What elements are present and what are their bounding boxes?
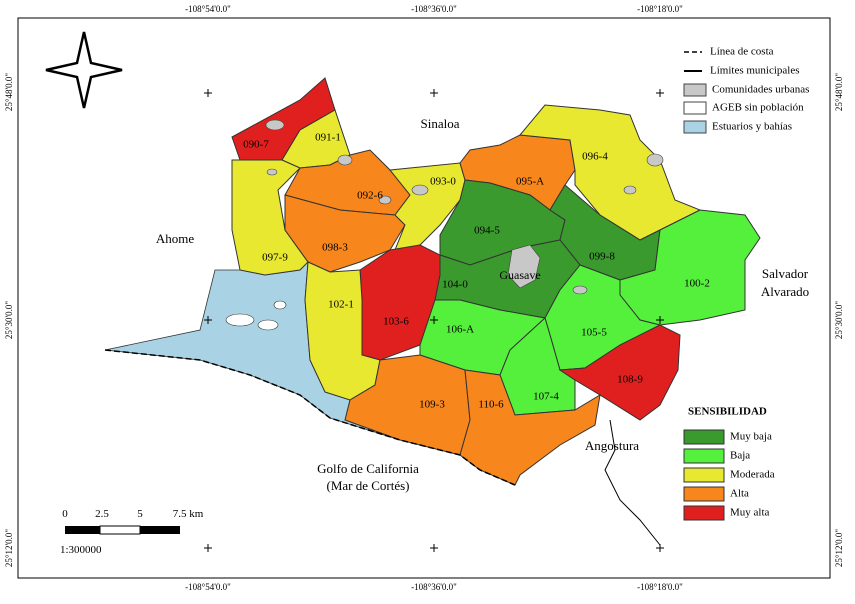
region-label: 096-4 bbox=[582, 151, 608, 163]
latitude-label: 25°12'0.0" bbox=[834, 529, 844, 567]
region-label: 090-7 bbox=[243, 139, 269, 151]
coast-line bbox=[104, 349, 516, 486]
region-label: 095-A bbox=[516, 176, 544, 188]
region-label: 093-0 bbox=[430, 176, 456, 188]
urban-areas bbox=[265, 119, 664, 295]
legend-swatch bbox=[683, 448, 725, 464]
compass bbox=[45, 31, 123, 109]
region-label: 110-6 bbox=[478, 399, 504, 411]
scale-label: 5 bbox=[137, 508, 143, 520]
legend-swatch bbox=[683, 486, 725, 502]
latitude-label: 25°30'0.0" bbox=[4, 301, 14, 339]
legend-swatch bbox=[683, 467, 725, 483]
place-label: Angostura bbox=[585, 438, 639, 453]
longitude-label: -108°18'0.0" bbox=[637, 4, 683, 14]
region bbox=[558, 324, 681, 421]
longitude-label: -108°18'0.0" bbox=[637, 582, 683, 592]
legend-swatch bbox=[683, 429, 725, 445]
region-label: 094-5 bbox=[474, 225, 500, 237]
legend-label: Comunidades urbanas bbox=[712, 84, 809, 96]
region-labels: 090-7 091-1 097-9 092-6 098-3 093-0 095-… bbox=[243, 132, 710, 411]
scale-bar: 0 2.5 5 7.5 km 1:300000 bbox=[60, 508, 204, 556]
place-label: Sinaloa bbox=[421, 116, 460, 131]
region-label: 104-0 bbox=[442, 279, 468, 291]
place-label: Salvador bbox=[762, 266, 809, 281]
place-label: Ahome bbox=[156, 231, 195, 246]
region-label: 106-A bbox=[446, 324, 474, 336]
legend-label: AGEB sin población bbox=[712, 102, 804, 114]
regions bbox=[231, 77, 761, 486]
grid-crosses bbox=[204, 89, 664, 552]
region-label: 100-2 bbox=[684, 278, 710, 290]
place-label: Alvarado bbox=[761, 284, 809, 299]
legend-label: Muy alta bbox=[730, 507, 770, 519]
region bbox=[284, 194, 406, 273]
region-label: 091-1 bbox=[315, 132, 341, 144]
legend-label: Alta bbox=[730, 488, 749, 500]
latitude-label: 25°48'0.0" bbox=[834, 73, 844, 111]
scale-label: 7.5 km bbox=[173, 508, 204, 520]
islands bbox=[225, 300, 287, 331]
region-label: 097-9 bbox=[262, 252, 288, 264]
region-label: 092-6 bbox=[357, 190, 383, 202]
legend-label: Línea de costa bbox=[710, 46, 774, 58]
latitude-label: 25°30'0.0" bbox=[834, 301, 844, 339]
region-label: 098-3 bbox=[322, 242, 348, 254]
region-label: 107-4 bbox=[533, 391, 559, 403]
longitude-label: -108°36'0.0" bbox=[411, 4, 457, 14]
region-label: 109-3 bbox=[419, 399, 445, 411]
legend-label: Baja bbox=[730, 450, 750, 462]
region-label: 103-6 bbox=[383, 316, 409, 328]
legend: Línea de costa Límites municipales Comun… bbox=[683, 46, 809, 134]
region-label: 108-9 bbox=[617, 374, 643, 386]
longitude-label: -108°36'0.0" bbox=[411, 582, 457, 592]
latitude-label: 25°12'0.0" bbox=[4, 529, 14, 567]
scale-ratio: 1:300000 bbox=[60, 544, 102, 556]
legend-swatch bbox=[683, 505, 725, 521]
place-label: Golfo de California bbox=[317, 461, 419, 476]
place-label: (Mar de Cortés) bbox=[326, 478, 409, 493]
longitude-label: -108°54'0.0" bbox=[185, 4, 231, 14]
municipal-limit bbox=[604, 419, 661, 546]
region-label: 102-1 bbox=[328, 299, 354, 311]
legend-label: Moderada bbox=[730, 469, 775, 481]
longitude-label: -108°54'0.0" bbox=[185, 582, 231, 592]
region-label: 105-5 bbox=[581, 327, 607, 339]
place-label: Guasave bbox=[499, 268, 540, 282]
legend-label: Estuarios y bahías bbox=[712, 121, 792, 133]
sensitivity-legend: SENSIBILIDAD Muy baja Baja Moderada Alta Muy… bbox=[683, 406, 775, 521]
latitude-label: 25°48'0.0" bbox=[4, 73, 14, 111]
legend-title: SENSIBILIDAD bbox=[688, 406, 767, 418]
scale-label: 0 bbox=[62, 508, 68, 520]
scale-label: 2.5 bbox=[95, 508, 109, 520]
legend-label: Límites municipales bbox=[710, 65, 800, 77]
region-label: 099-8 bbox=[589, 251, 615, 263]
legend-label: Muy baja bbox=[730, 431, 772, 443]
